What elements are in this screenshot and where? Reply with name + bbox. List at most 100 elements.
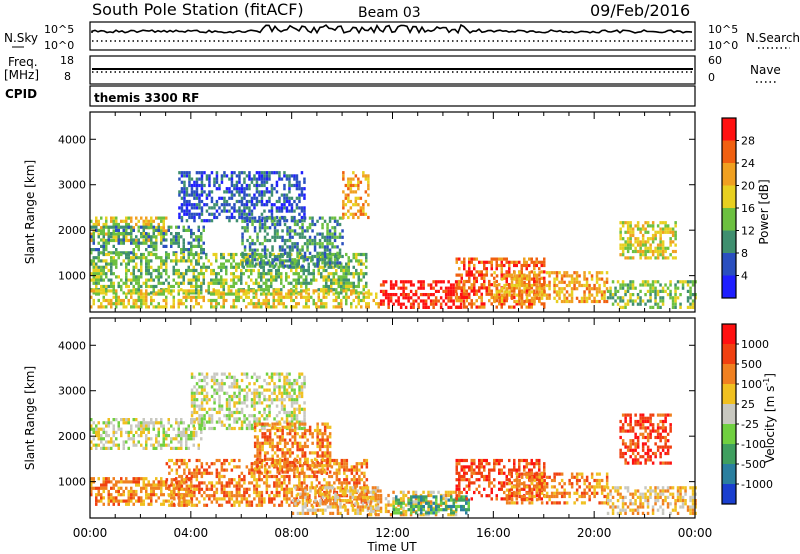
heatmap-cell: [150, 222, 153, 227]
heatmap-cell: [147, 222, 150, 227]
heatmap-cell: [427, 296, 430, 300]
heatmap-cell: [352, 265, 355, 269]
heatmap-cell: [518, 283, 521, 288]
heatmap-cell: [188, 494, 191, 498]
heatmap-cell: [238, 177, 241, 181]
heatmap-cell: [208, 212, 211, 216]
heatmap-cell: [691, 299, 695, 303]
heatmap-cell: [245, 391, 249, 395]
heatmap-cell: [646, 240, 650, 244]
heatmap-cell: [188, 180, 191, 184]
heatmap-cell: [498, 302, 501, 306]
heatmap-cell: [600, 293, 604, 297]
heatmap-cell: [102, 228, 105, 232]
heatmap-cell: [263, 245, 267, 249]
heatmap-cell: [170, 259, 173, 263]
heatmap-cell: [302, 295, 305, 299]
heatmap-cell: [150, 421, 153, 425]
heatmap-cell: [210, 462, 214, 466]
heatmap-cell: [157, 421, 160, 425]
heatmap-cell: [250, 177, 254, 181]
heatmap-cell: [624, 305, 627, 309]
heatmap-cell: [215, 177, 219, 181]
heatmap-cell: [102, 480, 105, 484]
heatmap-cell: [580, 299, 584, 304]
heatmap-cell: [646, 224, 650, 228]
heatmap-cell: [190, 251, 193, 255]
heatmap-cell: [345, 272, 348, 276]
heatmap-cell: [200, 423, 204, 427]
heatmap-cell: [639, 283, 642, 287]
heatmap-cell: [263, 209, 266, 213]
heatmap-cell: [292, 292, 295, 296]
heatmap-cell: [355, 305, 358, 309]
heatmap-cell: [293, 183, 296, 188]
heatmap-cell: [250, 462, 254, 466]
heatmap-cell: [243, 490, 246, 495]
heatmap-cell: [262, 298, 265, 303]
heatmap-cell: [288, 410, 291, 415]
heatmap-cell: [157, 275, 160, 279]
heatmap-cell: [465, 299, 468, 303]
heatmap-cell: [160, 289, 163, 293]
heatmap-cell: [659, 299, 662, 303]
heatmap-cell: [565, 271, 569, 275]
heatmap-cell: [177, 241, 180, 245]
heatmap-cell: [220, 503, 224, 507]
heatmap-cell: [305, 295, 308, 299]
heatmap-cell: [260, 252, 263, 257]
heatmap-cell: [150, 252, 153, 257]
heatmap-cell: [267, 298, 270, 303]
heatmap-cell: [656, 224, 660, 228]
heatmap-cell: [155, 493, 158, 497]
heatmap-cell: [651, 286, 655, 290]
heatmap-cell: [619, 305, 622, 309]
heatmap-cell: [107, 489, 110, 494]
heatmap-cell: [268, 216, 272, 220]
heatmap-cell: [307, 281, 310, 285]
heatmap-cell: [270, 183, 274, 188]
heatmap-cell: [646, 237, 650, 241]
heatmap-cell: [313, 248, 317, 252]
heatmap-cell: [223, 190, 226, 194]
heatmap-cell: [100, 272, 103, 276]
heatmap-cell: [475, 257, 478, 261]
heatmap-cell: [332, 292, 335, 296]
heatmap-cell: [283, 385, 286, 389]
heatmap-cell: [266, 232, 269, 236]
heatmap-cell: [318, 468, 321, 472]
heatmap-cell: [215, 410, 219, 415]
heatmap-cell: [190, 490, 194, 495]
heatmap-cell: [273, 216, 277, 220]
nsky-trace: [91, 23, 693, 35]
heatmap-cell: [603, 280, 606, 284]
heatmap-cell: [175, 232, 178, 236]
heatmap-cell: [268, 209, 271, 213]
heatmap-cell: [150, 437, 153, 441]
heatmap-cell: [160, 443, 163, 447]
heatmap-cell: [560, 299, 564, 304]
heatmap-cell: [195, 391, 199, 395]
heatmap-cell: [659, 230, 662, 234]
heatmap-cell: [132, 272, 135, 276]
heatmap-cell: [203, 219, 206, 223]
heatmap-cell: [140, 275, 143, 279]
heatmap-cell: [92, 281, 95, 285]
heatmap-cell: [354, 203, 358, 207]
heatmap-cell: [210, 500, 214, 504]
heatmap-cell: [235, 394, 239, 399]
heatmap-cell: [312, 298, 315, 303]
heatmap-cell: [485, 260, 488, 264]
heatmap-cell: [251, 254, 254, 259]
heatmap-cell: [402, 296, 405, 300]
heatmap-cell: [525, 305, 528, 309]
heatmap-cell: [276, 254, 279, 259]
heatmap-cell: [240, 401, 244, 405]
heatmap-cell: [250, 404, 254, 408]
heatmap-cell: [313, 254, 317, 259]
heatmap-cell: [560, 277, 564, 281]
heatmap-cell: [308, 216, 312, 220]
heatmap-cell: [310, 468, 314, 472]
heatmap-cell: [100, 437, 103, 441]
